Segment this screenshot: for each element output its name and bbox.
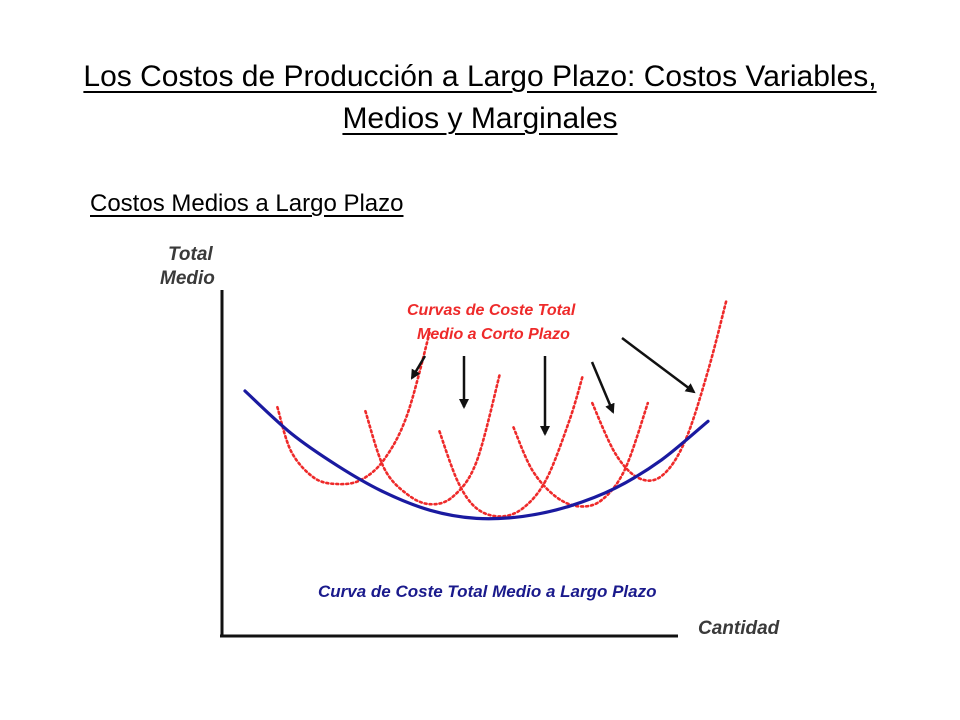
arrow-4 xyxy=(590,361,615,414)
short-run-curve-2 xyxy=(364,373,501,506)
short-run-label-line-2: Medio a Corto Plazo xyxy=(417,326,570,343)
long-run-label: Curva de Coste Total Medio a Largo Plazo xyxy=(318,582,656,601)
arrow-1 xyxy=(410,355,427,380)
short-run-label-line-1: Curvas de Coste Total xyxy=(407,302,576,319)
short-run-curve-4 xyxy=(512,401,650,508)
page-title: Los Costos de Producción a Largo Plazo: … xyxy=(83,60,877,135)
short-run-curve-3 xyxy=(438,373,585,518)
arrows-group xyxy=(410,337,696,436)
arrow-5 xyxy=(621,337,696,394)
short-run-curve-1 xyxy=(276,329,432,486)
long-run-curve xyxy=(243,389,710,521)
short-run-curve-5 xyxy=(591,298,728,482)
y-axis-label-line-1: Total xyxy=(168,244,213,265)
subtitle: Costos Medios a Largo Plazo xyxy=(90,190,404,217)
y-axis-label-line-2: Medio xyxy=(160,268,215,289)
x-axis-label: Cantidad xyxy=(698,618,780,639)
curves-group xyxy=(243,298,728,521)
